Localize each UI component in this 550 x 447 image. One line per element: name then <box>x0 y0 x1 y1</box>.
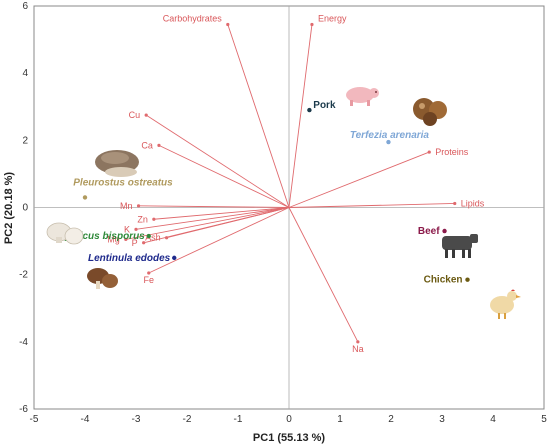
loading-tip <box>134 227 138 231</box>
loading-vector <box>288 151 430 208</box>
y-tick-label: 0 <box>22 203 28 214</box>
loading-vector <box>288 24 313 208</box>
oyster-mushroom-icon <box>95 150 139 177</box>
loading-label: Zn <box>137 214 148 224</box>
loading-vector <box>227 24 290 208</box>
x-tick-label: -3 <box>132 414 141 425</box>
chicken-icon <box>490 289 521 319</box>
sample-label: Chicken <box>424 275 463 286</box>
loading-tip <box>144 113 148 117</box>
loading-label: P <box>132 238 138 248</box>
loading-tip <box>165 236 169 240</box>
loading-label: Proteins <box>435 147 469 157</box>
pig-icon <box>346 87 379 106</box>
tick-labels: -5 -4 -3 -2 -1 0 1 2 3 4 5 -6 -4 -2 0 2 4 6 <box>19 1 547 425</box>
y-tick-label: 2 <box>22 135 28 146</box>
sample-point <box>442 228 447 234</box>
sample-label: Pleurostus ostreatus <box>73 177 173 188</box>
sample-label: Beef <box>418 226 440 237</box>
loading-label: Ca <box>141 140 153 150</box>
x-tick-label: 5 <box>541 414 547 425</box>
sample-point <box>172 255 177 261</box>
loading-label: Mn <box>120 201 133 211</box>
x-tick-label: 1 <box>337 414 343 425</box>
loading-vector <box>288 203 455 208</box>
y-axis-title: PC2 (20.18 %) <box>3 172 15 244</box>
x-tick-label: 4 <box>490 414 496 425</box>
loading-vector <box>135 207 290 230</box>
loading-label: Cu <box>129 110 141 120</box>
x-tick-label: 0 <box>286 414 292 425</box>
loading-vector <box>138 205 290 208</box>
y-tick-label: 6 <box>22 1 28 12</box>
loading-tip <box>142 241 146 245</box>
sample-label: Agaricus bisporus <box>56 231 145 242</box>
x-tick-label: 2 <box>388 414 394 425</box>
x-tick-label: -4 <box>81 414 90 425</box>
loading-label: Carbohydrates <box>163 13 223 23</box>
y-tick-label: -6 <box>19 404 28 415</box>
sample-point <box>82 195 88 200</box>
sample-label: Pork <box>313 100 336 111</box>
loading-vector <box>145 114 290 208</box>
x-tick-label: -5 <box>30 414 39 425</box>
y-tick-label: -4 <box>19 337 28 348</box>
loading-vector <box>125 207 290 240</box>
loading-tip <box>157 143 161 147</box>
sample-point <box>307 107 312 113</box>
loading-tip <box>152 217 156 221</box>
loading-vector <box>288 207 359 343</box>
loading-tip <box>124 237 128 242</box>
x-axis-title: PC1 (55.13 %) <box>253 432 325 444</box>
loading-label: Fe <box>143 275 154 285</box>
loading-label: Na <box>352 344 364 354</box>
loading-label: K <box>124 224 130 234</box>
loading-label: Energy <box>318 13 347 23</box>
truffle-icon <box>413 98 447 126</box>
sample-label: Terfezia arenaria <box>350 130 430 141</box>
loading-tip <box>226 22 230 27</box>
loading-label: Lipids <box>461 198 485 208</box>
loading-vectors: Carbohydrates Energy Cu Ca Proteins Lipids Mn Z… <box>107 13 484 353</box>
loading-tip <box>147 271 151 275</box>
sample-label: Lentinula edodes <box>88 253 171 264</box>
loading-vector <box>148 207 290 274</box>
x-tick-label: -2 <box>183 414 192 425</box>
loading-label: Ash <box>145 233 161 243</box>
sample-point <box>146 233 151 239</box>
sample-points: Pleurostus ostreatus Agaricus bisporus Len… <box>56 100 470 286</box>
loading-tip <box>136 204 141 208</box>
sample-point <box>465 277 470 282</box>
loading-vector <box>166 207 290 239</box>
y-tick-label: 4 <box>22 68 28 79</box>
loading-vector <box>153 207 290 220</box>
loading-tip <box>453 201 457 206</box>
y-tick-label: -2 <box>19 270 28 281</box>
button-mushroom-icon <box>46 222 84 245</box>
x-tick-label: -1 <box>234 414 243 425</box>
loading-label: Mg <box>107 234 120 244</box>
loading-vector <box>158 144 290 208</box>
cow-icon <box>442 234 478 258</box>
shiitake-icon <box>87 268 118 289</box>
x-tick-label: 3 <box>439 414 445 425</box>
loading-tip <box>356 340 360 344</box>
loading-tip <box>310 22 314 27</box>
loading-tip <box>427 150 431 154</box>
sample-point <box>386 139 391 145</box>
